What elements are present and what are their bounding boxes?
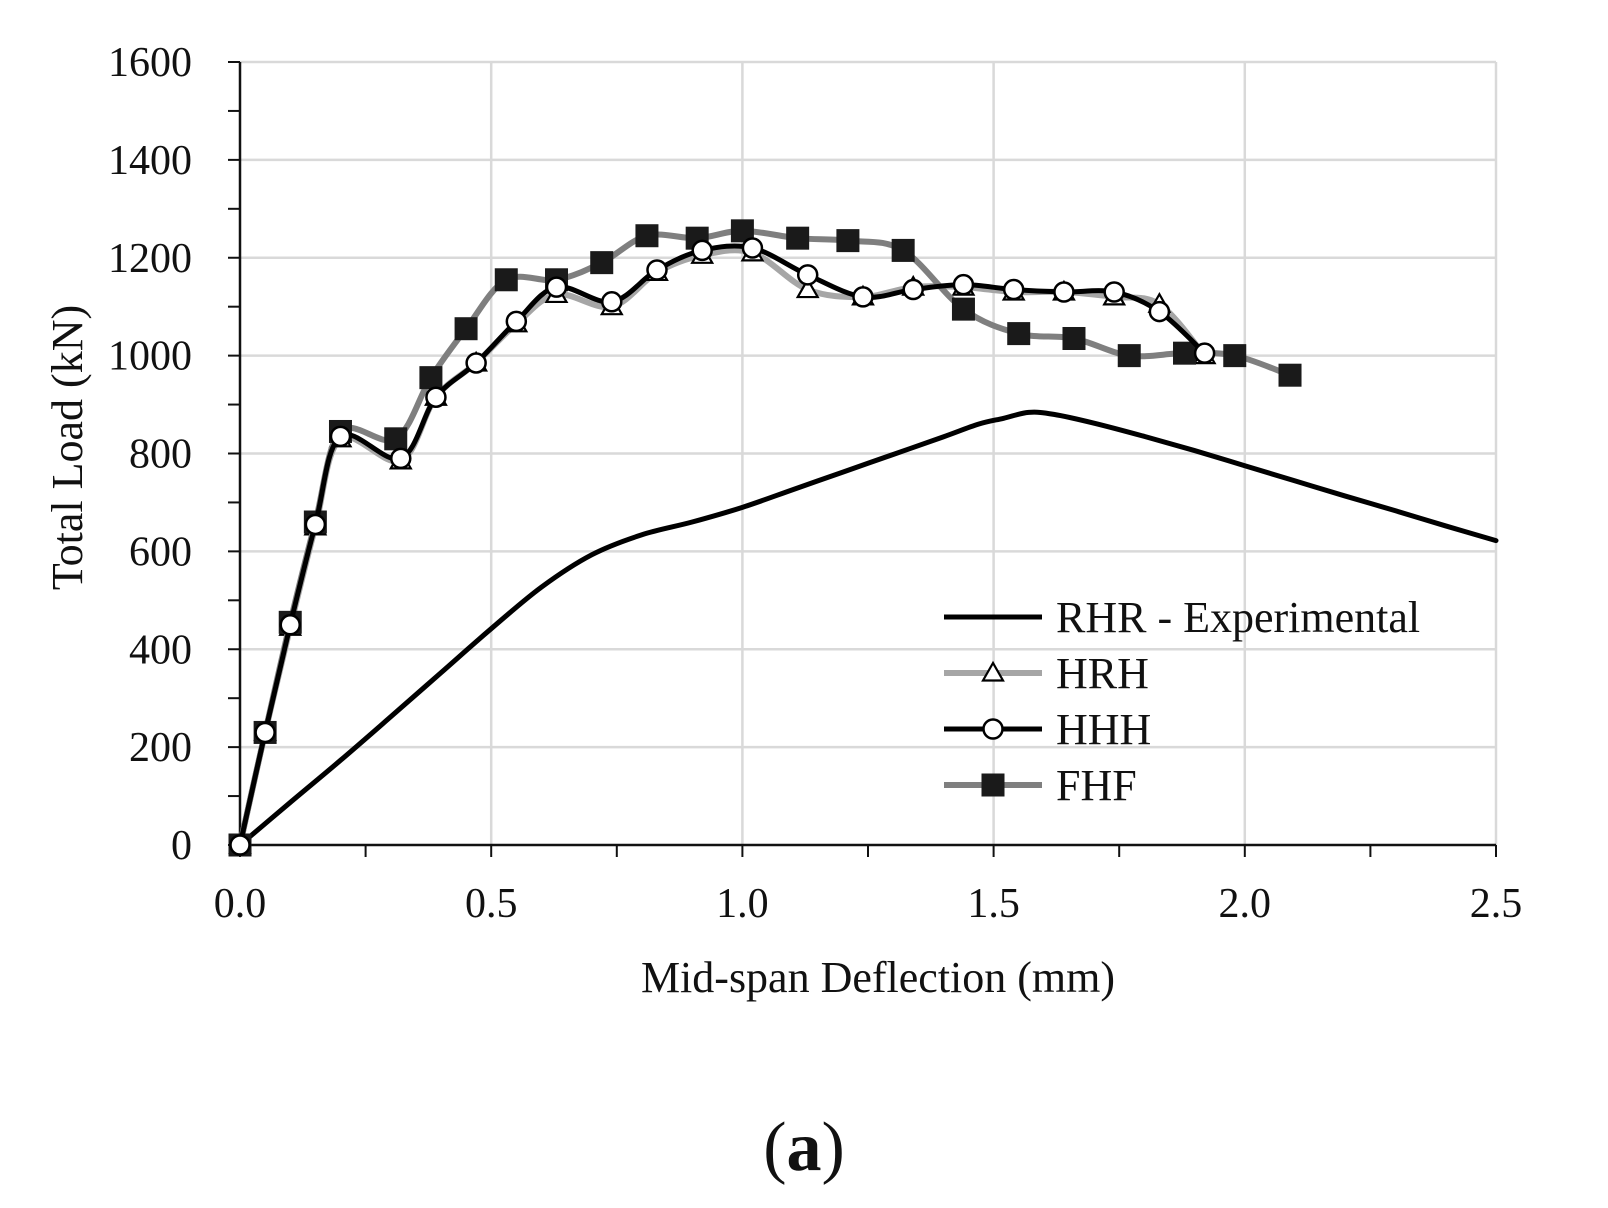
x-axis-title: Mid-span Deflection (mm) <box>641 953 1115 1002</box>
data-point <box>304 513 327 536</box>
data-point <box>1148 300 1171 323</box>
y-tick-label: 1400 <box>108 138 192 184</box>
grid-lines <box>228 60 1498 857</box>
legend-entry: FHF <box>944 761 1137 810</box>
x-tick-label: 2.5 <box>1470 881 1523 927</box>
legend-label: FHF <box>1056 761 1137 810</box>
series-line <box>237 409 1499 848</box>
legend-swatch-marker <box>981 773 1005 797</box>
tick-labels: 0 200 400 600 800 1000 1200 1400 1600 0.0 0.5 1.0 1.… <box>108 40 1522 927</box>
data-point <box>741 237 764 259</box>
legend: RHR - Experimental HRH HHH FHF <box>944 593 1420 810</box>
data-point <box>796 264 819 286</box>
x-tick-label: 0.5 <box>465 881 518 927</box>
data-point <box>465 352 487 374</box>
series <box>228 219 1499 857</box>
data-point <box>1193 342 1216 364</box>
data-point <box>1173 341 1197 365</box>
y-tick-label: 800 <box>129 432 192 478</box>
data-point <box>646 259 668 281</box>
legend-entry: HRH <box>944 649 1149 698</box>
axes <box>238 62 1496 847</box>
chart: 0 200 400 600 800 1000 1200 1400 1600 0.0 0.5 1.0 1.… <box>43 40 1522 1002</box>
data-point <box>329 425 352 448</box>
data-point <box>1007 322 1031 346</box>
legend-swatch-marker <box>981 660 1005 682</box>
data-point <box>1278 363 1302 387</box>
data-point <box>691 239 713 262</box>
series-rhr-experimental <box>237 409 1499 848</box>
data-point <box>1103 281 1125 303</box>
series-hhh <box>229 237 1216 856</box>
data-point <box>786 226 810 250</box>
data-point <box>795 277 820 299</box>
y-tick-label: 600 <box>129 529 192 575</box>
data-point <box>952 273 975 296</box>
data-point <box>279 614 301 636</box>
legend-swatch-marker <box>982 718 1004 740</box>
data-point <box>229 834 251 856</box>
x-tick-label: 1.5 <box>967 881 1020 927</box>
figure-caption: (a) <box>0 1108 1608 1188</box>
caption-open-paren: ( <box>763 1109 787 1186</box>
caption-close-paren: ) <box>821 1109 845 1186</box>
legend-label: RHR - Experimental <box>1056 593 1420 642</box>
data-point <box>494 268 518 292</box>
y-tick-label: 1600 <box>108 40 192 86</box>
data-point <box>902 278 924 301</box>
legend-label: HHH <box>1056 705 1151 754</box>
data-point <box>1117 344 1141 368</box>
data-point <box>419 366 443 390</box>
x-tick-label: 2.0 <box>1219 881 1272 927</box>
y-axis-title: Total Load (kN) <box>43 305 92 590</box>
legend-label: HRH <box>1056 649 1149 698</box>
data-point <box>635 224 659 248</box>
data-point <box>384 427 408 451</box>
data-point <box>505 310 528 333</box>
data-point <box>590 251 614 275</box>
data-point <box>1062 326 1086 350</box>
data-point <box>390 447 412 470</box>
y-tick-label: 1200 <box>108 236 192 282</box>
y-tick-label: 1000 <box>108 334 192 380</box>
y-tick-label: 200 <box>129 725 192 771</box>
data-point <box>836 229 860 253</box>
data-point <box>1223 344 1247 368</box>
legend-entry: HHH <box>944 705 1151 754</box>
data-point <box>852 286 874 308</box>
x-tick-label: 1.0 <box>716 881 769 927</box>
series-fhf <box>228 219 1302 857</box>
x-tick-label: 0.0 <box>214 881 267 927</box>
legend-entry: RHR - Experimental <box>944 593 1420 642</box>
data-point <box>254 721 276 744</box>
data-point <box>891 238 915 262</box>
y-tick-label: 0 <box>171 823 192 869</box>
data-point <box>1053 281 1075 303</box>
data-point <box>951 297 975 321</box>
data-point <box>545 276 568 298</box>
data-point <box>730 219 754 243</box>
data-point <box>1002 278 1025 301</box>
data-point <box>425 386 447 408</box>
data-point <box>454 317 478 341</box>
y-tick-label: 400 <box>129 627 192 673</box>
caption-letter: a <box>786 1109 822 1186</box>
data-point <box>601 291 623 313</box>
